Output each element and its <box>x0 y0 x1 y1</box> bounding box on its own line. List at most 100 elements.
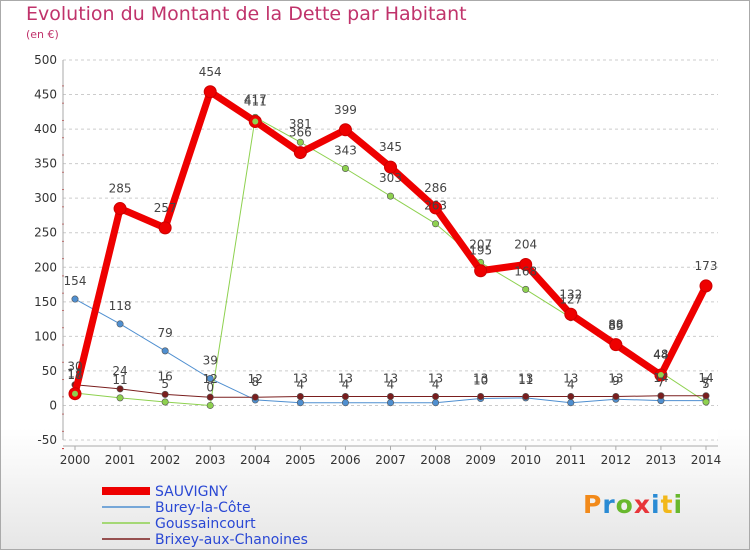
data-label: 207 <box>469 237 492 251</box>
data-label: 89 <box>608 319 623 333</box>
y-tick-label: 250 <box>34 226 57 240</box>
series-point <box>161 390 169 398</box>
data-label: 399 <box>334 103 357 117</box>
series-point <box>432 220 440 228</box>
data-label: 39 <box>203 354 218 368</box>
data-label: 30 <box>67 360 82 374</box>
data-label: 11 <box>112 373 127 387</box>
series-point <box>702 392 710 400</box>
data-label: 343 <box>334 143 357 157</box>
series-point <box>161 347 169 355</box>
series-point <box>432 392 440 400</box>
data-label: 132 <box>559 287 582 301</box>
data-label: 18 <box>67 368 82 382</box>
data-label: 5 <box>702 377 710 391</box>
y-tick-label: 350 <box>34 157 57 171</box>
data-label: 4 <box>342 378 350 392</box>
data-label: 17 <box>67 367 82 381</box>
x-tick-label: 2007 <box>375 453 406 467</box>
series-point <box>116 320 124 328</box>
data-label: 12 <box>203 372 218 386</box>
y-tick-label: 50 <box>42 364 57 378</box>
legend-label: Burey-la-Côte <box>155 500 251 516</box>
series-point <box>474 264 488 278</box>
x-tick-label: 2001 <box>105 453 136 467</box>
series-point <box>477 392 485 400</box>
series-point <box>386 192 394 200</box>
data-label: 417 <box>244 92 267 106</box>
legend-label: Brixey-aux-Chanoines <box>155 532 308 548</box>
data-label: 48 <box>653 347 668 361</box>
series-point <box>386 392 394 400</box>
series-point <box>116 385 124 393</box>
series-point <box>206 375 214 383</box>
data-label: 204 <box>514 238 537 252</box>
x-tick-label: 2004 <box>240 453 271 467</box>
x-tick-label: 2003 <box>195 453 226 467</box>
data-label: 9 <box>612 374 620 388</box>
data-label: 286 <box>424 181 447 195</box>
series-point <box>251 393 259 401</box>
data-label: 127 <box>559 293 582 307</box>
y-tick-label: 100 <box>34 329 57 343</box>
data-label: 4 <box>432 378 440 392</box>
data-label: 7 <box>702 376 710 390</box>
x-tick-label: 2006 <box>330 453 361 467</box>
data-label: 10 <box>473 374 488 388</box>
series-point <box>158 221 172 235</box>
x-tick-label: 2012 <box>601 453 632 467</box>
series-point <box>522 285 530 293</box>
y-tick-label: 150 <box>34 295 57 309</box>
y-tick-label: 200 <box>34 260 57 274</box>
series-point <box>161 398 169 406</box>
series-point <box>71 295 79 303</box>
data-label: 4 <box>567 378 575 392</box>
y-tick-label: 500 <box>34 53 57 67</box>
data-label: 4 <box>297 378 305 392</box>
series-point <box>612 392 620 400</box>
series-point <box>116 394 124 402</box>
data-label: 4 <box>387 378 395 392</box>
series-point <box>609 338 623 352</box>
data-label: 173 <box>695 259 718 273</box>
data-label: 14 <box>653 371 668 385</box>
data-label: 8 <box>251 375 259 389</box>
overlap-point <box>72 390 78 397</box>
data-label: 16 <box>158 369 173 383</box>
data-label: 13 <box>428 371 443 385</box>
series-point <box>341 392 349 400</box>
x-tick-label: 2008 <box>420 453 451 467</box>
legend-label: Goussaincourt <box>155 516 256 532</box>
legend-label: SAUVIGNY <box>155 484 228 500</box>
data-label: 88 <box>608 318 623 332</box>
data-label: 13 <box>338 371 353 385</box>
series-point <box>296 399 304 407</box>
data-label: 411 <box>244 94 267 108</box>
data-label: 195 <box>469 244 492 258</box>
series-point <box>567 399 575 407</box>
series-point <box>341 164 349 172</box>
series-point <box>564 307 578 321</box>
legend: SAUVIGNYBurey-la-CôteGoussaincourtBrixey… <box>102 484 308 548</box>
data-label: 24 <box>112 364 127 378</box>
series-point <box>432 399 440 407</box>
data-label: 11 <box>518 373 533 387</box>
data-label: 13 <box>608 371 623 385</box>
series-point <box>203 85 217 99</box>
y-tick-label: 400 <box>34 122 57 136</box>
series-point <box>519 258 533 272</box>
series-point <box>206 393 214 401</box>
data-label: 168 <box>514 264 537 278</box>
series-point <box>429 201 443 215</box>
grid-layer <box>63 59 718 441</box>
data-label: 12 <box>248 372 263 386</box>
data-label: 0 <box>206 380 214 394</box>
y-tick-label: 300 <box>34 191 57 205</box>
series-point <box>338 123 352 137</box>
x-tick-label: 2005 <box>285 453 316 467</box>
series-point <box>293 146 307 160</box>
data-label: 263 <box>424 199 447 213</box>
overlap-point <box>252 118 259 125</box>
